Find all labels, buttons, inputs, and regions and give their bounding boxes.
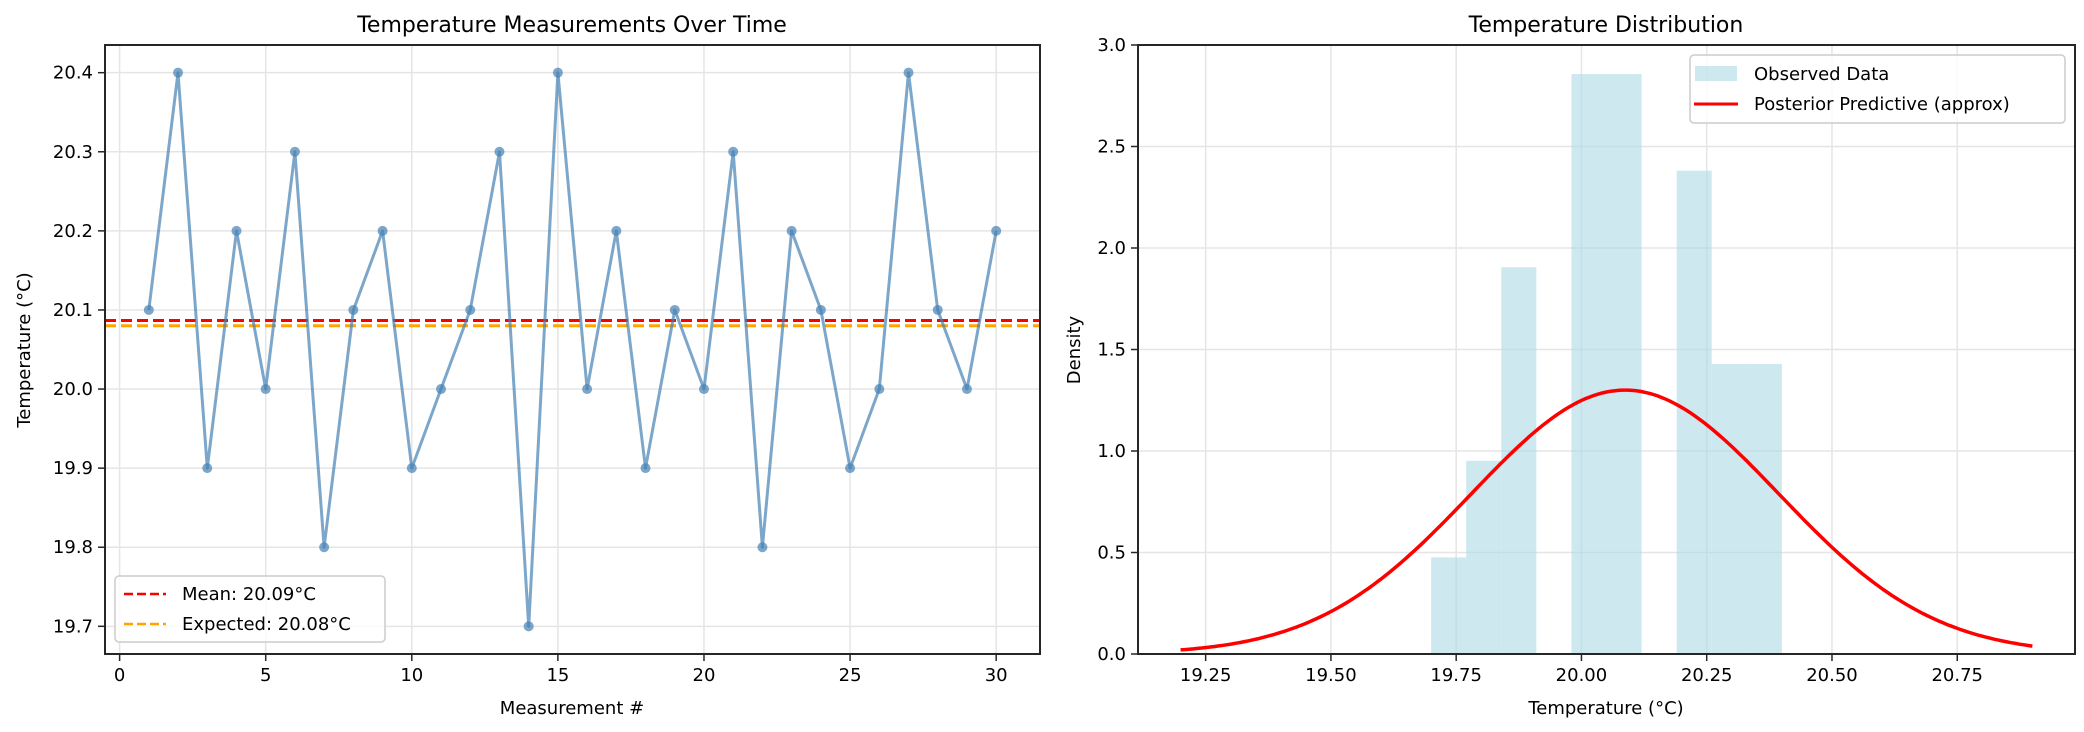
- data-point: [260, 384, 271, 395]
- data-point: [289, 146, 300, 157]
- y-tick-label: 20.2: [53, 221, 93, 242]
- data-point: [494, 146, 505, 157]
- right-legend: Observed Data Posterior Predictive (appr…: [1689, 54, 2066, 124]
- y-tick-label: 20.0: [53, 379, 93, 400]
- data-point: [582, 384, 593, 395]
- right-chart-title: Temperature Distribution: [1468, 13, 1744, 38]
- data-point: [815, 304, 826, 315]
- x-tick-label: 19.25: [1180, 665, 1232, 686]
- reference-lines: [105, 318, 1040, 328]
- data-point: [757, 542, 768, 553]
- data-point: [465, 304, 476, 315]
- legend-expected-label: Expected: 20.08°C: [182, 614, 351, 635]
- data-point: [961, 384, 972, 395]
- posterior-curve: [1180, 388, 2033, 652]
- x-tick-label: 20.00: [1556, 665, 1608, 686]
- left-axis-ticks: 0 5 10 15 20 25 30 19.7 19.8 19.9 20.0 20.1 20.2 20.3…: [53, 63, 1008, 686]
- x-tick-label: 15: [546, 665, 569, 686]
- data-point: [611, 225, 622, 236]
- data-point: [319, 542, 330, 553]
- line-chart-panel: Temperature Measurements Over Time 0 5 10 1…: [14, 13, 1041, 719]
- data-point: [786, 225, 797, 236]
- legend-box: [114, 575, 386, 643]
- y-tick-label: 0.5: [1097, 543, 1126, 564]
- histogram-bar: [1431, 557, 1467, 654]
- left-chart-title: Temperature Measurements Over Time: [356, 13, 787, 38]
- left-legend: Mean: 20.09°C Expected: 20.08°C: [114, 575, 386, 643]
- histogram-bar: [1606, 74, 1642, 655]
- x-tick-label: 20.75: [1931, 665, 1983, 686]
- left-axes-frame: [104, 44, 1041, 655]
- x-tick-label: 5: [260, 665, 271, 686]
- histogram-bar: [1746, 363, 1782, 654]
- data-point: [903, 67, 914, 78]
- data-point: [377, 225, 388, 236]
- y-tick-label: 19.9: [53, 458, 93, 479]
- x-tick-label: 10: [400, 665, 423, 686]
- histogram-bar: [1466, 460, 1502, 654]
- observed-data-bars: [1431, 74, 1782, 655]
- y-tick-label: 3.0: [1097, 35, 1126, 56]
- data-point: [202, 463, 213, 474]
- data-point: [173, 67, 184, 78]
- histogram-bar: [1676, 170, 1712, 655]
- data-point: [874, 384, 885, 395]
- right-axis-ticks: 19.25 19.50 19.75 20.00 20.25 20.50 20.75 0.0 0.…: [1097, 35, 1983, 686]
- x-tick-label: 25: [839, 665, 862, 686]
- y-tick-label: 2.5: [1097, 137, 1126, 158]
- y-tick-label: 2.0: [1097, 238, 1126, 259]
- left-gridlines: [105, 45, 1040, 654]
- legend-box: [1689, 54, 2066, 124]
- data-point: [991, 225, 1002, 236]
- x-tick-label: 20.50: [1806, 665, 1858, 686]
- y-tick-label: 0.0: [1097, 644, 1126, 665]
- x-tick-label: 0: [114, 665, 125, 686]
- x-tick-label: 30: [985, 665, 1008, 686]
- histogram-bar: [1501, 267, 1537, 654]
- x-tick-label: 19.75: [1430, 665, 1482, 686]
- y-tick-label: 19.7: [53, 616, 93, 637]
- x-tick-label: 20: [693, 665, 716, 686]
- data-point: [436, 384, 447, 395]
- histogram-panel: Temperature Distribution 19.25 19.50 19.75…: [1064, 13, 2076, 719]
- y-tick-label: 19.8: [53, 537, 93, 558]
- histogram-bar: [1711, 363, 1747, 654]
- histogram-bar: [1571, 74, 1607, 655]
- data-point: [932, 304, 943, 315]
- data-point: [698, 384, 709, 395]
- legend-observed-label: Observed Data: [1754, 64, 1889, 85]
- measurement-line: [147, 71, 998, 628]
- y-tick-label: 20.1: [53, 300, 93, 321]
- data-point: [640, 463, 651, 474]
- y-tick-label: 1.0: [1097, 441, 1126, 462]
- data-point: [406, 463, 417, 474]
- data-point: [523, 621, 534, 632]
- data-point: [143, 304, 154, 315]
- right-y-axis-label: Density: [1064, 315, 1085, 384]
- x-tick-label: 19.50: [1305, 665, 1357, 686]
- data-point: [669, 304, 680, 315]
- legend-posterior-label: Posterior Predictive (approx): [1754, 94, 2010, 115]
- right-x-axis-label: Temperature (°C): [1527, 698, 1683, 719]
- y-tick-label: 1.5: [1097, 340, 1126, 361]
- data-point: [231, 225, 242, 236]
- left-x-axis-label: Measurement #: [500, 698, 644, 719]
- data-point: [348, 304, 359, 315]
- y-tick-label: 20.4: [53, 63, 93, 84]
- data-point: [552, 67, 563, 78]
- measurement-series: [143, 67, 1002, 632]
- posterior-predictive-line: [1180, 388, 2033, 652]
- data-point: [728, 146, 739, 157]
- legend-mean-label: Mean: 20.09°C: [182, 584, 316, 605]
- left-y-axis-label: Temperature (°C): [14, 272, 35, 428]
- observed-legend-swatch-icon: [1695, 66, 1737, 81]
- x-tick-label: 20.25: [1681, 665, 1733, 686]
- data-point: [845, 463, 856, 474]
- y-tick-label: 20.3: [53, 142, 93, 163]
